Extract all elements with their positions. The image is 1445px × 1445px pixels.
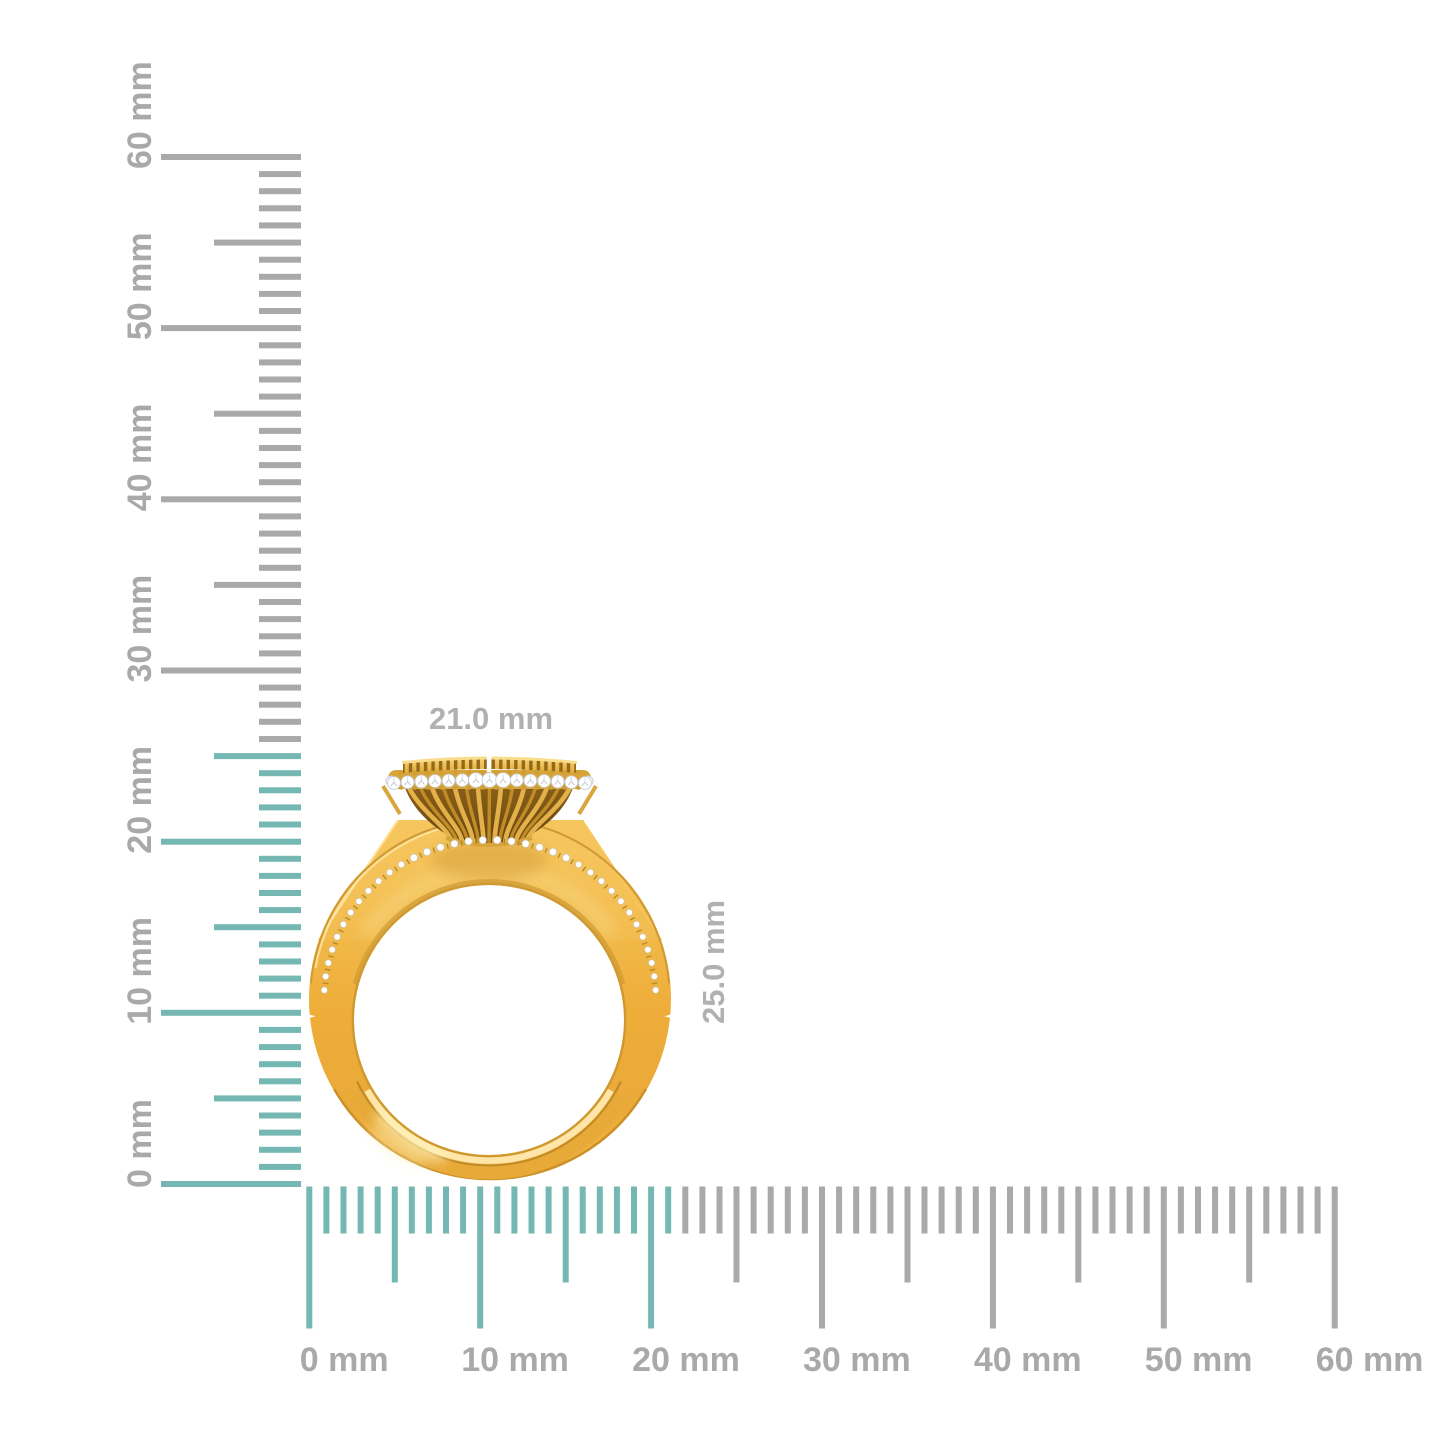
svg-text:20 mm: 20 mm (632, 1341, 740, 1379)
svg-text:40 mm: 40 mm (121, 404, 159, 512)
svg-text:30 mm: 30 mm (121, 575, 159, 683)
svg-text:60 mm: 60 mm (121, 61, 159, 169)
svg-text:21.0 mm: 21.0 mm (429, 701, 553, 736)
svg-text:0 mm: 0 mm (121, 1099, 159, 1188)
svg-text:0 mm: 0 mm (300, 1341, 389, 1379)
svg-text:10 mm: 10 mm (121, 917, 159, 1025)
svg-text:10 mm: 10 mm (461, 1341, 569, 1379)
svg-text:50 mm: 50 mm (121, 232, 159, 340)
svg-text:40 mm: 40 mm (974, 1341, 1082, 1379)
svg-text:60 mm: 60 mm (1316, 1341, 1424, 1379)
svg-text:20 mm: 20 mm (121, 746, 159, 854)
svg-text:25.0 mm: 25.0 mm (696, 900, 731, 1024)
svg-text:30 mm: 30 mm (803, 1341, 911, 1379)
svg-text:50 mm: 50 mm (1145, 1341, 1253, 1379)
